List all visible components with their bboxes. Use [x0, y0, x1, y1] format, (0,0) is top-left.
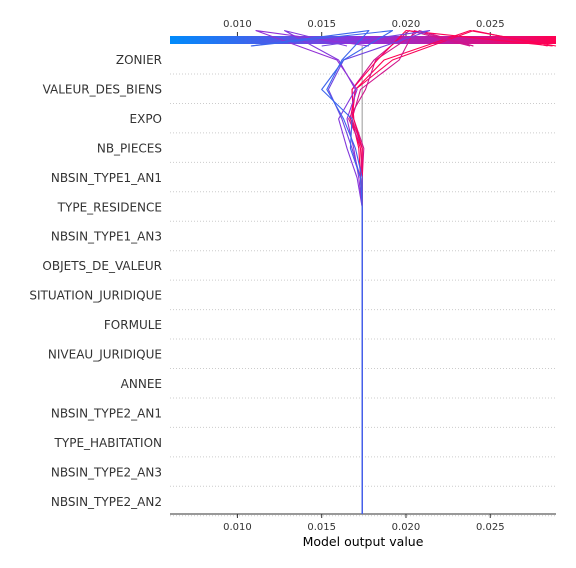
feature-label: ANNEE: [121, 377, 162, 391]
top-tick-label: 0.020: [392, 19, 421, 30]
bottom-tick-label: 0.010: [223, 522, 252, 533]
feature-label: ZONIER: [116, 53, 162, 67]
grid-lines: [170, 73, 556, 517]
decision-path-line: [348, 30, 474, 514]
feature-label: NBSIN_TYPE1_AN3: [51, 230, 162, 244]
feature-label: TYPE_HABITATION: [54, 436, 162, 450]
feature-label: EXPO: [130, 112, 162, 126]
feature-label: NBSIN_TYPE2_AN1: [51, 406, 162, 420]
bottom-tick-label: 0.025: [476, 522, 505, 533]
feature-label: NB_PIECES: [97, 141, 162, 155]
feature-label: NBSIN_TYPE1_AN1: [51, 171, 162, 185]
bottom-tick-label: 0.015: [307, 522, 336, 533]
x-axis-title: Model output value: [303, 534, 424, 549]
top-tick-label: 0.010: [223, 19, 252, 30]
feature-label: NBSIN_TYPE2_AN3: [51, 465, 162, 479]
feature-label: VALEUR_DES_BIENS: [43, 82, 162, 96]
top-tick-label: 0.025: [476, 19, 505, 30]
decision-path-line: [351, 30, 557, 514]
feature-label: NBSIN_TYPE2_AN2: [51, 495, 162, 509]
bottom-tick-label: 0.020: [392, 522, 421, 533]
feature-labels: ZONIER VALEUR_DES_BIENS EXPO NB_PIECES NBSIN…: [29, 53, 162, 509]
x-axis: 0.010 0.010 0.015 0.015 0.020 0.020 0.025 0.025: [170, 19, 556, 533]
decision-paths: [250, 30, 557, 514]
feature-label: OBJETS_DE_VALEUR: [42, 259, 162, 273]
feature-label: SITUATION_JURIDIQUE: [29, 289, 162, 303]
feature-label: FORMULE: [104, 318, 162, 332]
decision-path-line: [250, 30, 370, 514]
feature-label: TYPE_RESIDENCE: [57, 200, 162, 214]
top-tick-label: 0.015: [307, 19, 336, 30]
feature-label: NIVEAU_JURIDIQUE: [48, 348, 162, 362]
